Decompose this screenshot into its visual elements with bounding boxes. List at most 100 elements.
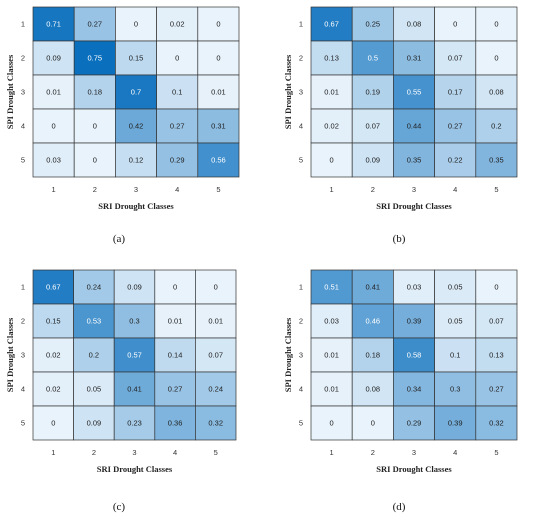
cell-value-label: 0.24	[208, 385, 223, 394]
heatmap-panel-1: 0.71 0.27 0 0.02 00.09 0.75 0.15 0 00.01 0.18 0.7 0…	[5, 6, 240, 245]
heatmap-cell	[351, 142, 394, 178]
x-tick-label: 1	[52, 185, 56, 194]
cell-value-label: 0	[330, 156, 334, 165]
x-tick-label: 4	[453, 448, 457, 457]
y-tick-label: 5	[21, 156, 25, 165]
heatmap-cell	[115, 108, 157, 144]
cell-value-label: 0.67	[46, 283, 61, 292]
cell-value-label: 0	[173, 283, 177, 292]
heatmap-cell	[154, 337, 196, 373]
cell-value-label: 0.13	[324, 54, 339, 63]
cell-value-label: 0.05	[448, 317, 463, 326]
cell-value-label: 0.2	[491, 122, 501, 131]
x-tick-label: 3	[412, 185, 416, 194]
heatmap-cell	[156, 108, 199, 144]
y-tick-label: 5	[299, 156, 303, 165]
x-tick-label: 2	[92, 448, 96, 457]
cell-value-label: 0.14	[168, 351, 183, 360]
cell-value-label: 0.32	[489, 419, 504, 428]
cell-value-label: 0.71	[46, 20, 61, 29]
heatmap-cell	[73, 74, 116, 110]
heatmap-cell	[310, 269, 353, 305]
heatmap-cell	[393, 6, 435, 42]
x-tick-label: 3	[134, 185, 138, 194]
y-tick-label: 1	[299, 20, 303, 29]
heatmap-cell	[32, 6, 75, 42]
x-tick-label: 4	[453, 185, 457, 194]
heatmap-cell	[475, 371, 518, 407]
heatmap-cell	[310, 303, 353, 339]
cell-value-label: 0.15	[129, 54, 144, 63]
cell-value-label: 0.56	[211, 156, 226, 165]
cell-value-label: 0.01	[46, 88, 61, 97]
cell-value-label: 0.7	[131, 88, 141, 97]
cell-value-label: 0.39	[407, 317, 422, 326]
heatmap-cell	[310, 74, 353, 110]
cell-value-label: 0.09	[46, 54, 61, 63]
cell-value-label: 0.51	[324, 283, 339, 292]
heatmap-cell	[434, 337, 477, 373]
cell-value-label: 0	[494, 54, 498, 63]
y-tick-label: 3	[21, 88, 25, 97]
panel-label: (d)	[393, 501, 406, 513]
cell-value-label: 0	[214, 283, 218, 292]
y-tick-label: 4	[299, 385, 303, 394]
heatmap-cell	[113, 269, 156, 305]
cell-value-label: 0.42	[129, 122, 144, 131]
heatmap-cell	[32, 40, 75, 76]
x-tick-label: 3	[132, 448, 136, 457]
heatmap-cell	[475, 303, 518, 339]
heatmap-cell	[197, 108, 240, 144]
heatmap-cell	[32, 269, 74, 305]
y-axis-label: SPI Drought Classes	[283, 54, 293, 129]
heatmap-panel-2: 0.67 0.25 0.08 0 00.13 0.5 0.31 0.07 00.01 0.19 0.…	[283, 6, 518, 245]
cell-value-label: 0.31	[407, 54, 422, 63]
y-axis-label: SPI Drought Classes	[5, 54, 15, 129]
y-tick-label: 1	[21, 20, 25, 29]
heatmap-cell	[351, 303, 394, 339]
cell-value-label: 0	[52, 122, 56, 131]
x-tick-label: 5	[494, 448, 498, 457]
cell-value-label: 0.27	[170, 122, 185, 131]
cell-value-label: 0.01	[168, 317, 183, 326]
cell-value-label: 0.27	[489, 385, 504, 394]
heatmap-cell	[351, 74, 394, 110]
cell-value-label: 0.27	[448, 122, 463, 131]
cell-value-label: 0	[371, 419, 375, 428]
cell-value-label: 0.07	[448, 54, 463, 63]
cell-value-label: 0	[494, 283, 498, 292]
heatmap-cell	[154, 303, 196, 339]
x-axis-label: SRI Drought Classes	[376, 464, 452, 474]
cell-value-label: 0.44	[407, 122, 422, 131]
heatmap-cell	[434, 269, 477, 305]
heatmap-cell	[154, 371, 196, 407]
heatmap-cell	[195, 269, 237, 305]
x-tick-label: 2	[371, 448, 375, 457]
heatmap-cell	[73, 405, 115, 441]
y-tick-label: 2	[299, 54, 303, 63]
heatmap-cell	[195, 337, 237, 373]
heatmap-cell	[475, 405, 518, 441]
y-tick-label: 1	[299, 283, 303, 292]
cell-value-label: 0.32	[208, 419, 223, 428]
cell-value-label: 0.24	[87, 283, 102, 292]
cell-value-label: 0.1	[172, 88, 182, 97]
cell-value-label: 0.25	[365, 20, 380, 29]
cell-value-label: 0.02	[324, 122, 339, 131]
cell-value-label: 0.19	[365, 88, 380, 97]
y-tick-label: 2	[21, 54, 25, 63]
heatmap-cell	[310, 142, 353, 178]
y-tick-label: 3	[21, 351, 25, 360]
cell-value-label: 0.18	[365, 351, 380, 360]
cell-value-label: 0.02	[46, 351, 61, 360]
panel-label: (c)	[113, 501, 126, 513]
heatmap-cell	[434, 303, 477, 339]
heatmap-panel-4: 0.51 0.41 0.03 0.05 0 0.03 0.46 0.39 0.05 0.07 0.0…	[283, 269, 518, 513]
cell-value-label: 0.18	[87, 88, 102, 97]
cell-value-label: 0	[216, 20, 220, 29]
heatmap-cell	[32, 337, 74, 373]
x-tick-label: 4	[173, 448, 177, 457]
heatmap-cell	[475, 337, 518, 373]
y-tick-label: 4	[21, 122, 25, 131]
